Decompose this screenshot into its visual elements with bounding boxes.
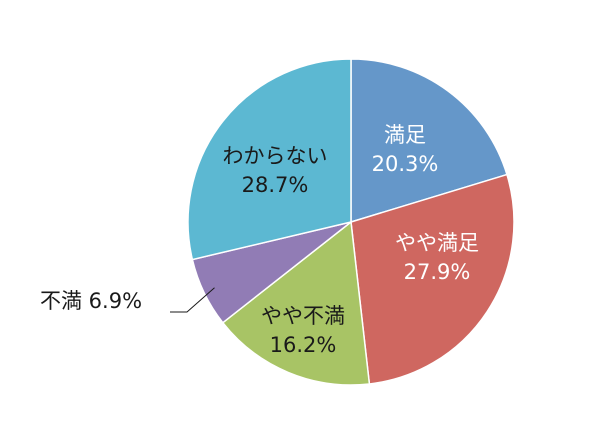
pie-slice-2	[350, 173, 515, 385]
slice-value-2: 27.9%	[404, 260, 471, 284]
slice-name-3: やや不満	[261, 304, 345, 328]
pie-slice-3	[221, 220, 371, 386]
pie-labels: 満足 20.3% やや満足 27.9% やや不満 16.2% 不満 6.9% わからない 28.…	[40, 123, 479, 357]
pie-slices	[187, 58, 515, 386]
pie-slice-5	[187, 58, 352, 261]
slice-name-1: 満足	[384, 123, 426, 147]
leader-line	[170, 287, 215, 313]
pie-slice-1	[350, 58, 508, 224]
slice-name-2: やや満足	[395, 231, 479, 255]
slice-value-3: 16.2%	[270, 333, 337, 357]
slice-value-5: 28.7%	[242, 173, 309, 197]
slice-value-1: 20.3%	[372, 152, 439, 176]
slice-name-5: わからない	[223, 144, 328, 168]
slice-label-4: 不満 6.9%	[40, 289, 142, 313]
